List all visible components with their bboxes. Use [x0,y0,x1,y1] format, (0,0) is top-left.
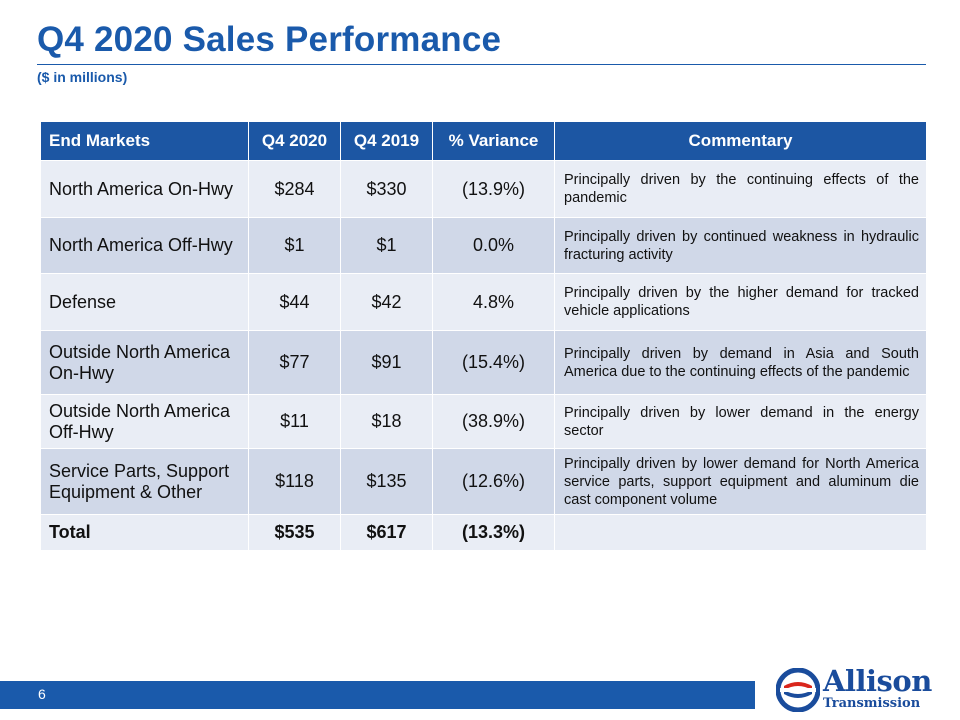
q4-2020-cell: $284 [248,160,341,218]
column-header-q4-2020: Q4 2020 [248,121,341,161]
table-header-row: End Markets Q4 2020 Q4 2019 % Variance C… [40,121,927,161]
table-row: Service Parts, Support Equipment & Other… [40,448,927,515]
table-row: North America On-Hwy $284 $330 (13.9%) P… [40,160,927,218]
q4-2020-cell: $77 [248,330,341,395]
end-market-cell: Outside North America Off-Hwy [40,394,249,449]
variance-cell: 0.0% [432,217,555,274]
q4-2020-cell: $1 [248,217,341,274]
end-market-cell: North America On-Hwy [40,160,249,218]
page-title: Q4 2020 Sales Performance [37,20,502,59]
q4-2020-cell: $11 [248,394,341,449]
end-market-cell: Service Parts, Support Equipment & Other [40,448,249,515]
table-row: Outside North America On-Hwy $77 $91 (15… [40,330,927,395]
sales-table: End Markets Q4 2020 Q4 2019 % Variance C… [40,121,927,551]
total-label-cell: Total [40,514,249,551]
commentary-cell: Principally driven by demand in Asia and… [554,330,927,395]
logo-wordmark: Allison [823,664,932,698]
allison-transmission-logo-icon [776,668,820,712]
variance-cell: (13.9%) [432,160,555,218]
column-header-q4-2019: Q4 2019 [340,121,433,161]
variance-cell: 4.8% [432,273,555,331]
column-header-end-markets: End Markets [40,121,249,161]
q4-2019-cell: $135 [340,448,433,515]
total-q4-2019-cell: $617 [340,514,433,551]
company-logo: Allison Transmission [776,664,944,714]
q4-2019-cell: $91 [340,330,433,395]
end-market-cell: North America Off-Hwy [40,217,249,274]
logo-subtitle: Transmission [823,696,921,711]
end-market-cell: Defense [40,273,249,331]
table-row: Defense $44 $42 4.8% Principally driven … [40,273,927,331]
q4-2019-cell: $330 [340,160,433,218]
total-q4-2020-cell: $535 [248,514,341,551]
q4-2019-cell: $1 [340,217,433,274]
q4-2019-cell: $18 [340,394,433,449]
table-row: Outside North America Off-Hwy $11 $18 (3… [40,394,927,449]
table-total-row: Total $535 $617 (13.3%) [40,514,927,551]
table-row: North America Off-Hwy $1 $1 0.0% Princip… [40,217,927,274]
q4-2019-cell: $42 [340,273,433,331]
commentary-cell: Principally driven by the continuing eff… [554,160,927,218]
commentary-cell: Principally driven by lower demand in th… [554,394,927,449]
total-commentary-cell [554,514,927,551]
total-variance-cell: (13.3%) [432,514,555,551]
commentary-cell: Principally driven by lower demand for N… [554,448,927,515]
variance-cell: (15.4%) [432,330,555,395]
q4-2020-cell: $118 [248,448,341,515]
footer-bar [0,681,755,709]
page-subtitle: ($ in millions) [37,69,128,85]
commentary-cell: Principally driven by the higher demand … [554,273,927,331]
q4-2020-cell: $44 [248,273,341,331]
commentary-cell: Principally driven by continued weakness… [554,217,927,274]
column-header-variance: % Variance [432,121,555,161]
title-divider [37,64,926,65]
variance-cell: (38.9%) [432,394,555,449]
end-market-cell: Outside North America On-Hwy [40,330,249,395]
page-number: 6 [38,686,46,702]
variance-cell: (12.6%) [432,448,555,515]
column-header-commentary: Commentary [554,121,927,161]
